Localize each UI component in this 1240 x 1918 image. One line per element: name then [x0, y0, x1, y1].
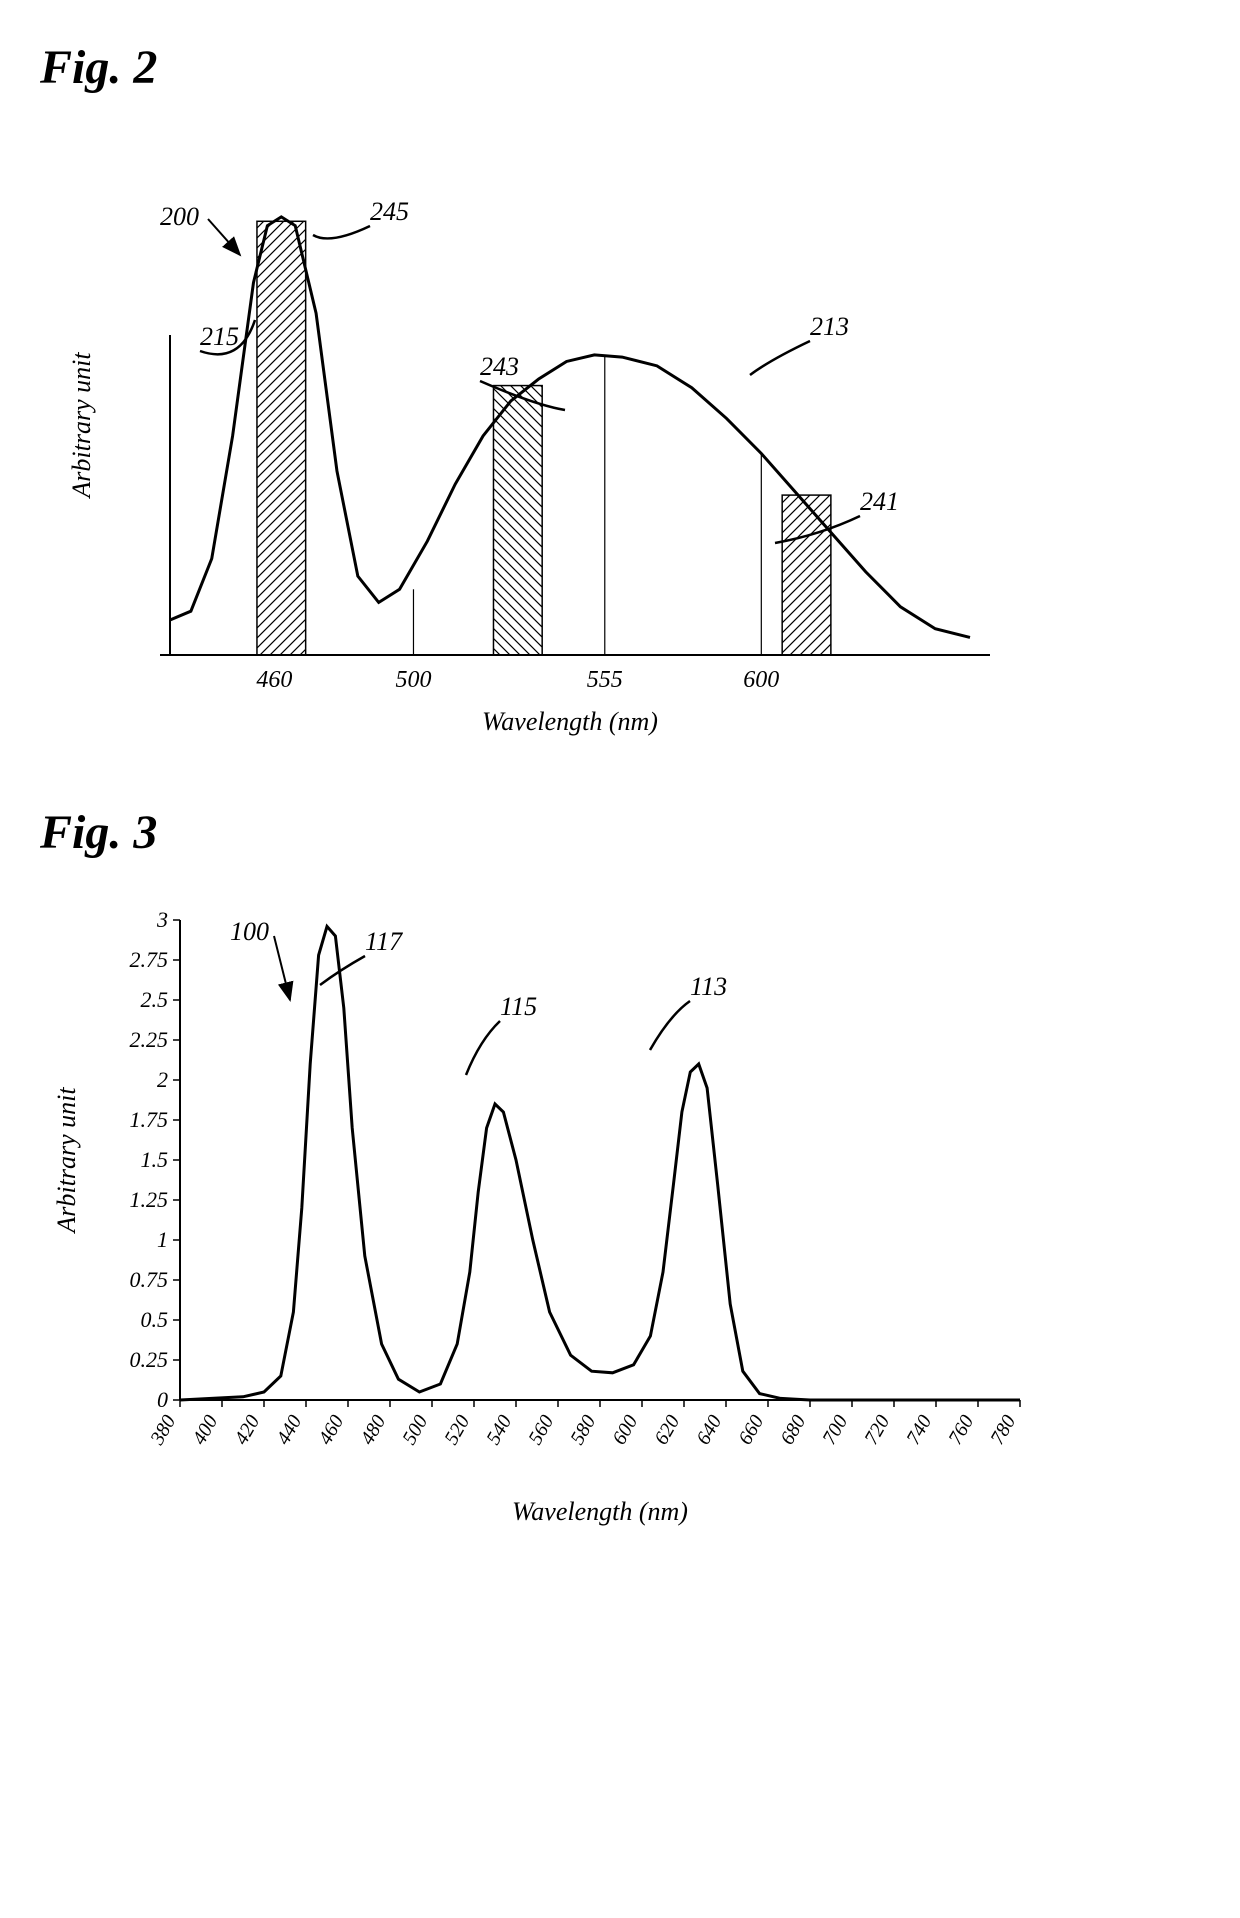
- callout-label-117: 117: [365, 927, 403, 956]
- spectral-bar-245: [257, 221, 306, 655]
- x-axis-label: Wavelength (nm): [482, 707, 658, 736]
- y-tick-label: 0: [157, 1387, 168, 1412]
- x-tick-label: 780: [986, 1412, 1020, 1449]
- x-tick-label: 560: [524, 1412, 558, 1449]
- callout-label-241: 241: [860, 487, 899, 516]
- spectral-bar-241: [782, 495, 831, 655]
- y-tick-label: 0.5: [141, 1307, 169, 1332]
- x-tick-label: 400: [188, 1412, 222, 1449]
- x-tick-label: 500: [398, 1412, 432, 1449]
- x-tick-label: 440: [272, 1412, 306, 1449]
- y-tick-label: 1.5: [141, 1147, 169, 1172]
- x-tick-label: 460: [256, 667, 292, 693]
- x-tick-label: 680: [776, 1412, 810, 1449]
- y-tick-label: 3: [156, 907, 168, 932]
- callout-leader: [320, 956, 365, 985]
- x-tick-label: 580: [566, 1412, 600, 1449]
- x-tick-label: 460: [314, 1412, 348, 1449]
- y-tick-label: 0.75: [130, 1267, 169, 1292]
- x-tick-label: 520: [440, 1412, 474, 1449]
- y-tick-label: 1.25: [130, 1187, 169, 1212]
- x-axis-label: Wavelength (nm): [512, 1497, 688, 1526]
- x-tick-label: 500: [395, 667, 431, 693]
- callout-label-200: 200: [160, 202, 199, 231]
- callout-leader: [313, 226, 370, 238]
- callout-arrow: [274, 936, 290, 1000]
- x-tick-label: 740: [902, 1412, 936, 1449]
- x-tick-label: 760: [944, 1412, 978, 1449]
- callout-label-243: 243: [480, 352, 519, 381]
- callout-label-113: 113: [690, 972, 727, 1001]
- callout-leader: [750, 341, 810, 375]
- callout-leader: [466, 1021, 500, 1075]
- y-tick-label: 2.5: [141, 987, 169, 1012]
- x-tick-label: 600: [608, 1412, 642, 1449]
- x-tick-label: 380: [146, 1412, 181, 1450]
- callout-label-245: 245: [370, 197, 409, 226]
- y-tick-label: 2.25: [130, 1027, 169, 1052]
- x-tick-label: 700: [818, 1412, 852, 1449]
- callout-label-213: 213: [810, 312, 849, 341]
- figure-2: Fig. 2 460 500 555 600 Wavelength (nm) Arbitr…: [30, 40, 1210, 755]
- fig3-title: Fig. 3: [40, 805, 1210, 860]
- x-tick-label: 555: [587, 667, 623, 693]
- y-tick-label: 1: [157, 1227, 168, 1252]
- spectral-bar-243: [493, 386, 542, 655]
- callout-arrow: [208, 219, 240, 255]
- fig2-chart: 460 500 555 600 Wavelength (nm) Arbitrary uni…: [30, 115, 1030, 755]
- x-tick-label: 600: [743, 667, 779, 693]
- x-tick-label: 640: [692, 1412, 726, 1449]
- y-tick-label: 0.25: [130, 1347, 169, 1372]
- x-tick-label: 540: [482, 1412, 516, 1449]
- callout-label-100: 100: [230, 917, 269, 946]
- spectrum-curve: [180, 926, 1020, 1400]
- y-tick-label: 1.75: [130, 1107, 169, 1132]
- callout-leader: [650, 1001, 690, 1050]
- y-tick-label: 2.75: [130, 947, 169, 972]
- fig3-chart: 3804004204404604805005205405605806006206…: [30, 880, 1090, 1580]
- callout-label-115: 115: [500, 992, 537, 1021]
- callout-label-215: 215: [200, 322, 239, 351]
- figure-3: Fig. 3 380400420440460480500520540560580…: [30, 805, 1210, 1580]
- x-tick-label: 480: [356, 1412, 390, 1449]
- x-tick-label: 420: [230, 1412, 264, 1449]
- x-tick-label: 660: [734, 1412, 768, 1449]
- y-axis-label: Arbitrary unit: [67, 352, 96, 500]
- y-tick-label: 2: [157, 1067, 168, 1092]
- x-tick-label: 620: [650, 1412, 684, 1449]
- x-tick-label: 720: [860, 1412, 894, 1449]
- y-axis-label: Arbitrary unit: [52, 1087, 81, 1235]
- fig2-title: Fig. 2: [40, 40, 1210, 95]
